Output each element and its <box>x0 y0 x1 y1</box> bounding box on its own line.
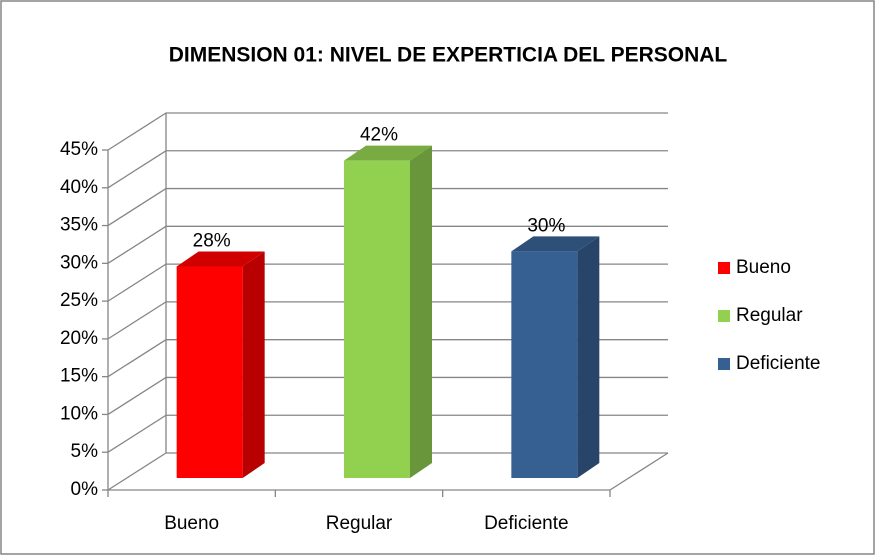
legend-label: Regular <box>736 305 803 326</box>
grid-line <box>107 187 668 227</box>
bar <box>344 160 410 478</box>
grid-line <box>107 225 668 264</box>
y-tick-label: 40% <box>60 177 98 198</box>
value-label: 30% <box>527 215 565 236</box>
chart-title: DIMENSION 01: NIVEL DE EXPERTICIA DEL PE… <box>169 44 728 67</box>
bar-side <box>410 145 432 478</box>
legend-swatch <box>718 310 730 322</box>
x-tick-label: Bueno <box>164 513 219 534</box>
value-label: 28% <box>193 230 231 251</box>
x-tick-label: Deficiente <box>484 513 569 534</box>
grid-line <box>107 112 668 151</box>
legend-label: Deficiente <box>736 353 821 374</box>
y-tick-label: 45% <box>60 139 98 160</box>
grid-line <box>107 150 668 189</box>
bar-side <box>577 236 600 478</box>
y-tick-label: 0% <box>71 479 99 500</box>
grid-line <box>107 452 668 491</box>
bar-top <box>176 251 265 267</box>
value-label: 42% <box>360 125 398 146</box>
y-tick-label: 25% <box>60 290 98 311</box>
grid-line <box>107 414 668 453</box>
y-tick-label: 5% <box>71 441 99 462</box>
y-tick-label: 30% <box>60 252 98 273</box>
y-tick-label: 35% <box>60 215 98 236</box>
grid-line <box>107 339 668 378</box>
y-tick-label: 15% <box>60 366 98 387</box>
bar-side <box>242 251 265 478</box>
grid-line <box>107 301 668 340</box>
legend-swatch <box>718 262 730 274</box>
bar <box>176 266 243 478</box>
bar-top <box>344 145 432 161</box>
x-tick-label: Regular <box>326 513 393 534</box>
y-tick-label: 20% <box>60 328 98 349</box>
legend-label: Bueno <box>736 257 791 278</box>
bar-top <box>511 236 600 252</box>
grid-line <box>107 376 668 415</box>
grid-line <box>107 263 668 302</box>
bar <box>511 251 578 478</box>
y-tick-label: 10% <box>60 403 98 424</box>
legend-swatch <box>718 358 730 370</box>
axis-wall <box>107 150 669 491</box>
